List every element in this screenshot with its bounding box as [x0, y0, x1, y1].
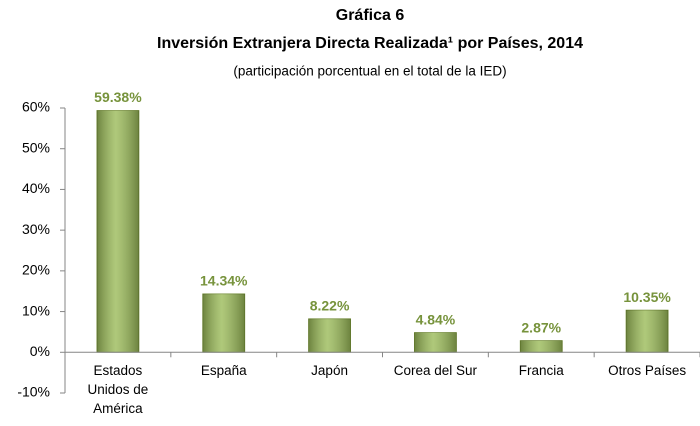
- x-tick-label: Estados Unidos de América: [87, 363, 149, 417]
- chart-title: Gráfica 6: [336, 7, 405, 24]
- y-tick-label: 60%: [22, 99, 50, 115]
- chart-note: (participación porcentual en el total de…: [233, 64, 506, 79]
- x-tick-label: Corea del Sur: [393, 363, 478, 379]
- x-tick-label: Otros Países: [608, 363, 687, 379]
- y-tick-label: 20%: [22, 262, 50, 278]
- x-tick-label: Japón: [311, 363, 348, 379]
- value-label: 59.38%: [94, 89, 142, 105]
- y-tick-label: 0%: [30, 343, 50, 359]
- x-tick-label: España: [200, 363, 247, 379]
- bar-shade: [308, 318, 351, 353]
- bar-shade: [626, 310, 669, 353]
- value-label: 4.84%: [416, 311, 456, 327]
- y-tick-label: 40%: [22, 180, 50, 196]
- bar-shade: [96, 110, 139, 353]
- y-tick-label: 50%: [22, 139, 50, 155]
- bar-shade: [520, 340, 563, 353]
- value-label: 2.87%: [521, 319, 561, 335]
- chart-subtitle: Inversión Extranjera Directa Realizada¹ …: [157, 35, 583, 52]
- value-label: 10.35%: [623, 289, 671, 305]
- value-label: 8.22%: [310, 298, 350, 314]
- bar-shade: [202, 293, 245, 353]
- y-tick-label: 10%: [22, 302, 50, 318]
- bar-shade: [414, 332, 457, 353]
- x-tick-label: Francia: [518, 363, 564, 379]
- y-tick-label: -10%: [17, 384, 50, 400]
- value-label: 14.34%: [200, 273, 248, 289]
- y-tick-label: 30%: [22, 221, 50, 237]
